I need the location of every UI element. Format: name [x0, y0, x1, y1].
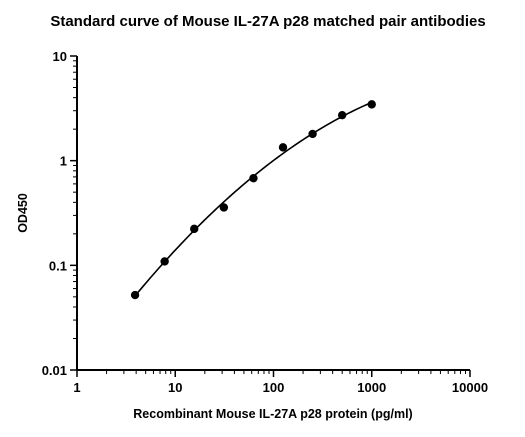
y-tick-label: 0.01 — [42, 363, 67, 378]
data-point — [367, 100, 376, 109]
y-tick-label: 10 — [53, 49, 67, 64]
data-point — [308, 129, 317, 139]
data-point — [249, 173, 258, 183]
x-axis: 1 10 100 1000 10000 — [73, 369, 488, 395]
data-points — [130, 100, 376, 300]
data-point — [219, 203, 229, 212]
x-tick-label: 1000 — [357, 380, 386, 395]
x-tick-label: 10000 — [452, 380, 488, 395]
x-axis-label: Recombinant Mouse IL-27A p28 protein (pg… — [133, 407, 412, 421]
x-tick-label: 100 — [263, 380, 285, 395]
fit-curve — [134, 101, 373, 297]
y-axis-label: OD450 — [16, 193, 30, 233]
y-axis: 0.01 0.1 1 10 — [42, 49, 78, 378]
data-point — [190, 224, 199, 234]
x-tick-label: 1 — [73, 380, 80, 395]
data-point — [130, 290, 140, 300]
data-point — [337, 110, 347, 120]
y-tick-label: 1 — [60, 154, 67, 169]
data-point — [160, 257, 169, 266]
chart-title: Standard curve of Mouse IL-27A p28 match… — [50, 13, 485, 30]
data-point — [278, 143, 288, 152]
y-tick-label: 0.1 — [49, 258, 67, 273]
x-tick-label: 10 — [168, 380, 182, 395]
